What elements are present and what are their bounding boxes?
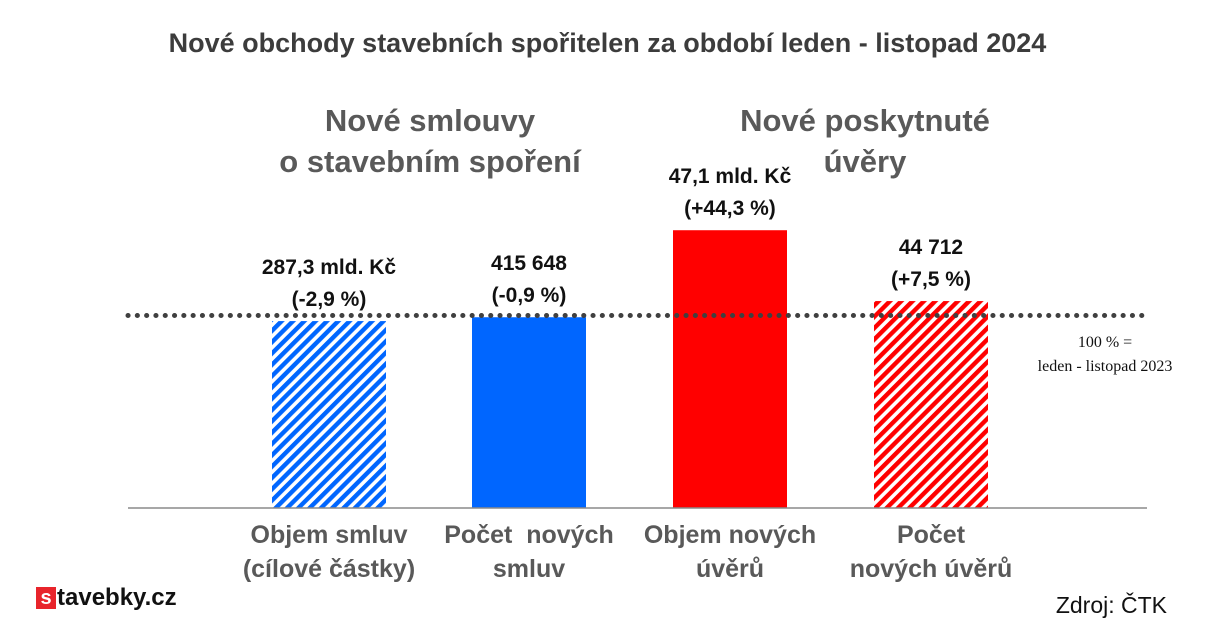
value-label-2: 47,1 mld. Kč (+44,3 %): [630, 161, 830, 225]
bars-group: [272, 230, 988, 508]
group-header-loans: Nové poskytnuté úvěry: [655, 100, 1075, 182]
stavebky-logo: s tavebky.cz: [36, 584, 177, 612]
category-label-1-line2: smluv: [492, 555, 566, 583]
value-label-1: 415 648 (-0,9 %): [429, 248, 629, 312]
reference-note: 100 % = leden - listopad 2023: [1000, 331, 1210, 379]
logo-mark: s: [36, 587, 56, 609]
chart-title: Nové obchody stavebních spořitelen za ob…: [168, 28, 1047, 58]
value-label-2-line1: 47,1 mld. Kč: [668, 165, 792, 189]
group-header-contracts-line1: Nové smlouvy: [324, 103, 536, 138]
value-label-3-line2: (+7,5 %): [891, 268, 971, 292]
value-label-2-line2: (+44,3 %): [684, 197, 776, 221]
bar-1: [472, 317, 586, 508]
reference-note-line2: leden - listopad 2023: [1037, 358, 1173, 375]
value-label-3: 44 712 (+7,5 %): [831, 232, 1031, 296]
value-label-3-line1: 44 712: [898, 236, 964, 260]
category-label-2-line1: Objem nových: [643, 521, 817, 549]
value-label-0-line1: 287,3 mld. Kč: [261, 256, 397, 280]
group-header-loans-line1: Nové poskytnuté: [740, 103, 990, 138]
value-label-1-line1: 415 648: [491, 252, 567, 276]
group-header-contracts: Nové smlouvy o stavebním spoření: [220, 100, 640, 182]
reference-note-line1: 100 % =: [1077, 334, 1133, 351]
category-label-3-line2: nových úvěrů: [849, 555, 1013, 583]
group-header-contracts-line2: o stavebním spoření: [279, 144, 581, 179]
group-header-loans-line2: úvěry: [823, 144, 907, 179]
bar-0: [272, 321, 386, 508]
logo-text: tavebky.cz: [57, 584, 177, 611]
bar-2: [673, 230, 787, 508]
value-label-0: 287,3 mld. Kč (-2,9 %): [229, 252, 429, 316]
category-label-2-line2: úvěrů: [695, 555, 765, 583]
value-label-0-line2: (-2,9 %): [291, 288, 367, 312]
source-note: Zdroj: ČTK: [1055, 592, 1167, 618]
category-label-0-line2: (cílové částky): [242, 555, 416, 583]
category-label-1: Počet nových smluv: [429, 518, 629, 586]
category-label-0-line1: Objem smluv: [250, 521, 408, 549]
category-label-1-line1: Počet nových: [444, 521, 614, 549]
category-label-3: Počet nových úvěrů: [831, 518, 1031, 586]
category-label-3-line1: Počet: [896, 521, 966, 549]
bar-3: [874, 301, 988, 508]
category-label-2: Objem nových úvěrů: [630, 518, 830, 586]
category-label-0: Objem smluv (cílové částky): [229, 518, 429, 586]
value-label-1-line2: (-0,9 %): [491, 284, 567, 308]
